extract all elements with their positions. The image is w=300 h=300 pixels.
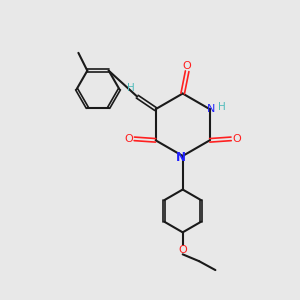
Text: O: O	[233, 134, 242, 144]
Text: H: H	[127, 83, 135, 93]
Text: H: H	[218, 102, 226, 112]
Text: N: N	[206, 103, 215, 113]
Text: O: O	[178, 245, 187, 255]
Text: O: O	[183, 61, 191, 71]
Text: N: N	[176, 151, 186, 164]
Text: O: O	[124, 134, 133, 144]
